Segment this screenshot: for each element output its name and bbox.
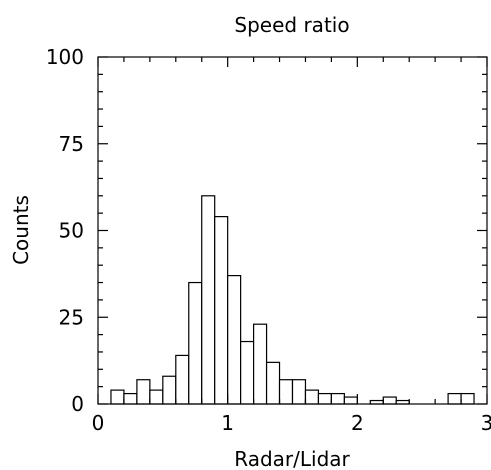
y-tick-label-2: 50 [59, 219, 84, 243]
histogram-bar-16 [304, 389, 320, 405]
histogram-bar-15 [291, 379, 307, 405]
histogram-bar-6 [175, 354, 190, 405]
ticks-group: 0 1 2 3 0 25 50 75 100 [46, 45, 491, 435]
histogram-bar-4 [149, 389, 164, 405]
histogram-bar-3 [136, 379, 151, 405]
histogram-bar-19 [343, 396, 358, 405]
histogram-bar-27 [447, 392, 462, 405]
x-tick-label-1: 1 [221, 411, 234, 435]
histogram-bar-22 [382, 396, 397, 405]
y-tick-label-3: 75 [59, 132, 84, 156]
y-tick-label-1: 25 [59, 305, 84, 329]
histogram-bar-11 [240, 340, 255, 405]
histogram-bar-5 [162, 375, 177, 405]
x-tick-label-0: 0 [92, 411, 105, 435]
chart-title: Speed ratio [234, 13, 349, 37]
histogram-bar-13 [265, 361, 281, 405]
histogram-bar-28 [460, 392, 475, 405]
histogram-bar-18 [330, 392, 345, 405]
histogram-bar-2 [123, 392, 138, 405]
histogram-bar-10 [227, 275, 242, 405]
histogram-bar-1 [110, 389, 125, 405]
histogram-bar-17 [317, 392, 332, 405]
y-tick-label-0: 0 [71, 392, 84, 416]
x-axis-label: Radar/Lidar [234, 447, 350, 470]
plot-frame [97, 56, 488, 405]
bars-group [110, 195, 475, 405]
histogram-bar-9 [214, 216, 229, 405]
histogram-bar-8 [201, 195, 216, 405]
x-tick-label-3: 3 [481, 411, 491, 435]
x-tick-label-2: 2 [351, 411, 364, 435]
histogram-bar-12 [253, 323, 268, 405]
y-tick-label-4: 100 [46, 45, 84, 69]
y-axis-label: Counts [9, 195, 33, 265]
histogram-bar-7 [188, 281, 203, 405]
histogram-bar-14 [278, 379, 294, 405]
